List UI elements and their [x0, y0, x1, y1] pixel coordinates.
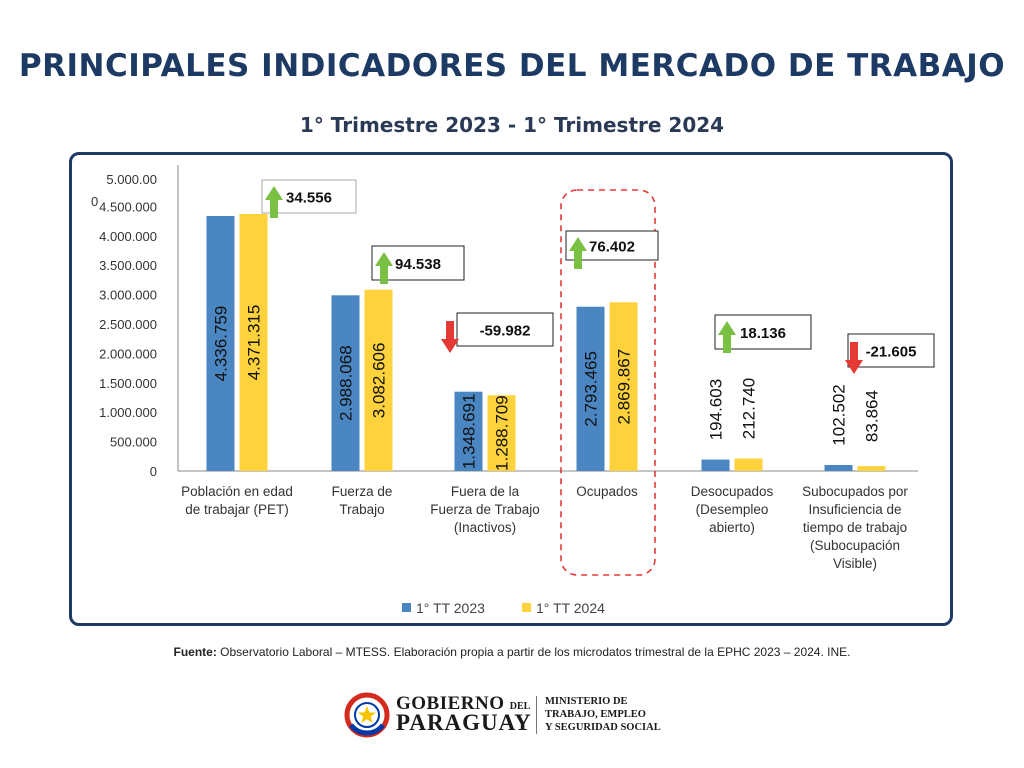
- bar-value-label: 194.603: [707, 379, 726, 440]
- x-category-label: (Desempleo: [696, 502, 769, 517]
- change-label: 34.556: [286, 190, 332, 207]
- y-tick-label: 3.500.000: [99, 258, 157, 273]
- bar-value-label: 1.288.709: [493, 395, 512, 471]
- change-box: [847, 333, 935, 368]
- change-label: 18.136: [740, 325, 786, 342]
- highlight-box: [560, 189, 656, 576]
- source-text: Observatorio Laboral – MTESS. Elaboració…: [216, 645, 851, 659]
- logo-line-1: GOBIERNO DEL: [396, 693, 531, 714]
- bar: [454, 391, 483, 471]
- x-category-label: (Subocupación: [810, 538, 900, 553]
- logo-divider: [536, 696, 537, 734]
- source-label: Fuente:: [173, 645, 217, 659]
- y-tick-label: 3.000.000: [99, 288, 157, 303]
- x-category-label: Visible): [833, 556, 877, 571]
- x-category-label: Población en edad: [181, 484, 293, 499]
- logo-line-2: PARAGUAY: [396, 710, 532, 735]
- bar: [576, 306, 605, 471]
- bar-value-label: 3.082.606: [370, 343, 389, 419]
- bar: [364, 289, 393, 471]
- change-label: 76.402: [589, 239, 635, 256]
- ministry-name: MINISTERIO DE TRABAJO, EMPLEO Y SEGURIDA…: [545, 696, 661, 733]
- y-tick-label: 1.500.000: [99, 376, 157, 391]
- change-label: -59.982: [480, 323, 531, 340]
- bar: [331, 295, 360, 471]
- legend-label: 1° TT 2023: [416, 600, 485, 616]
- change-box: [456, 312, 554, 347]
- page-title: PRINCIPALES INDICADORES DEL MERCADO DE T…: [18, 48, 1006, 84]
- x-category-label: de trabajar (PET): [185, 502, 289, 517]
- footer-logos: GOBIERNO DEL PARAGUAY MINISTERIO DE TRAB…: [340, 690, 700, 738]
- legend-label: 1° TT 2024: [536, 600, 605, 616]
- bar-value-label: 1.348.691: [460, 394, 479, 470]
- down-arrow-icon: [845, 342, 863, 374]
- bar-value-label: 4.371.315: [245, 305, 264, 381]
- x-category-label: Fuerza de: [332, 484, 393, 499]
- bar-value-label: 4.336.759: [212, 306, 231, 382]
- bar: [206, 215, 235, 471]
- y-tick-label: 5.000.00: [106, 172, 157, 187]
- y-tick-label: 2.500.000: [99, 317, 157, 332]
- change-label: 94.538: [395, 256, 441, 273]
- up-arrow-icon: [569, 237, 587, 269]
- up-arrow-icon: [375, 252, 393, 284]
- y-tick-label: 4.500.000: [99, 199, 157, 214]
- x-category-label: Desocupados: [691, 484, 774, 499]
- source-note: Fuente: Observatorio Laboral – MTESS. El…: [0, 645, 1024, 659]
- down-arrow-icon: [441, 321, 459, 353]
- bar: [824, 464, 853, 471]
- x-category-label: Subocupados por: [802, 484, 908, 499]
- x-category-label: Fuera de la: [451, 484, 520, 499]
- y-tick-overflow-label: 0: [91, 194, 98, 209]
- bar: [239, 213, 268, 471]
- up-arrow-icon: [718, 321, 736, 353]
- x-category-label: Fuerza de Trabajo: [430, 502, 540, 517]
- y-tick-label: 1.000.000: [99, 405, 157, 420]
- legend-swatch: [402, 603, 411, 612]
- x-category-label: Trabajo: [339, 502, 384, 517]
- bar: [609, 302, 638, 471]
- bar-value-label: 2.988.068: [337, 345, 356, 421]
- y-tick-label: 2.000.000: [99, 346, 157, 361]
- y-tick-label: 0: [150, 464, 157, 479]
- bar: [701, 459, 730, 471]
- bar: [734, 458, 763, 471]
- bar-value-label: 83.864: [863, 390, 882, 442]
- change-label: -21.605: [866, 344, 917, 361]
- paraguay-seal-icon: [344, 692, 390, 738]
- legend-swatch: [522, 603, 531, 612]
- bar-value-label: 2.793.465: [582, 351, 601, 427]
- x-category-label: Ocupados: [576, 484, 638, 499]
- y-tick-label: 4.000.000: [99, 229, 157, 244]
- bar-value-label: 212.740: [740, 378, 759, 439]
- x-category-label: (Inactivos): [454, 520, 516, 535]
- page-subtitle: 1° Trimestre 2023 - 1° Trimestre 2024: [299, 113, 725, 137]
- x-category-label: Insuficiencia de: [808, 502, 901, 517]
- bar-value-label: 2.869.867: [615, 349, 634, 425]
- x-category-label: tiempo de trabajo: [803, 520, 907, 535]
- up-arrow-icon: [265, 186, 283, 218]
- bar: [487, 395, 516, 471]
- y-tick-label: 500.000: [110, 435, 157, 450]
- chart-frame: [69, 152, 953, 626]
- bar: [857, 466, 886, 471]
- bar-value-label: 102.502: [830, 384, 849, 445]
- x-category-label: abierto): [709, 520, 755, 535]
